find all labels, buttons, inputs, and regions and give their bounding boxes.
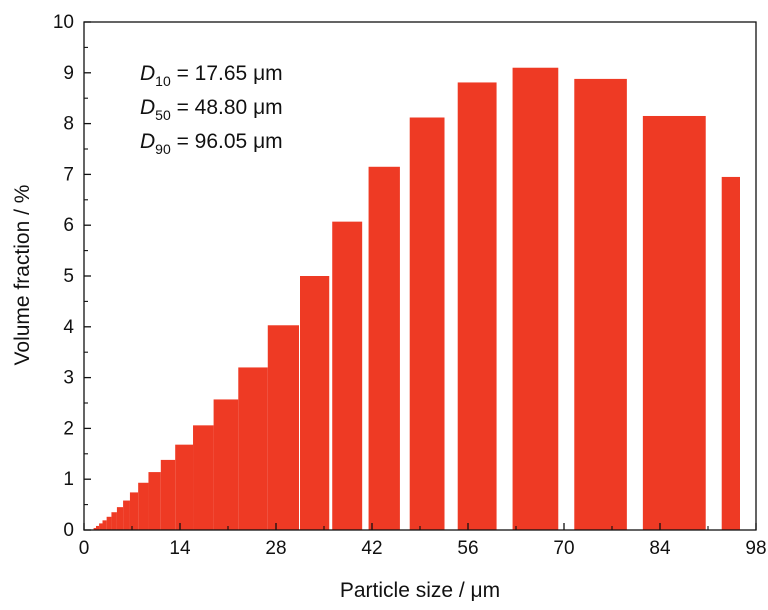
bar: [721, 176, 740, 530]
x-tick-label: 98: [745, 538, 766, 559]
bar: [332, 221, 363, 530]
y-tick-label: 10: [53, 12, 74, 33]
annotation-d50: D50 = 48.80 μm: [140, 96, 283, 123]
y-tick-label: 8: [63, 114, 74, 135]
annotation-d90: D90 = 96.05 μm: [140, 130, 283, 157]
bar: [102, 520, 107, 530]
y-tick-label: 6: [63, 215, 74, 236]
bar: [409, 117, 445, 530]
bar: [123, 500, 130, 530]
bar: [267, 325, 299, 530]
y-tick-label: 7: [63, 164, 74, 185]
bar: [574, 78, 627, 531]
x-tick-label: 42: [361, 538, 382, 559]
bar: [642, 115, 706, 530]
x-tick-label: 0: [79, 538, 90, 559]
bar: [148, 472, 161, 530]
bar: [111, 512, 117, 530]
bar: [116, 507, 124, 530]
x-axis-title: Particle size / μm: [340, 579, 500, 602]
y-tick-label: 9: [63, 63, 74, 84]
y-tick-label: 4: [63, 317, 74, 338]
bar: [193, 425, 214, 530]
y-tick-label: 1: [63, 469, 74, 490]
bar: [300, 276, 330, 530]
y-tick-label: 5: [63, 266, 74, 287]
x-tick-label: 56: [457, 538, 478, 559]
bar: [138, 482, 149, 530]
bar: [368, 166, 400, 530]
y-tick-label: 0: [63, 520, 74, 541]
bar: [512, 67, 559, 530]
x-tick-label: 28: [265, 538, 286, 559]
bar: [175, 444, 194, 530]
bar: [160, 459, 176, 530]
x-tick-label: 70: [553, 538, 574, 559]
y-axis-title: Volume fraction / %: [11, 185, 34, 366]
bar: [213, 399, 239, 530]
annotation-d10: D10 = 17.65 μm: [140, 62, 283, 89]
y-tick-label: 2: [63, 418, 74, 439]
x-tick-label: 14: [169, 538, 191, 559]
bar: [93, 527, 96, 530]
x-tick-label: 84: [649, 538, 671, 559]
bar: [129, 492, 139, 530]
y-tick-label: 3: [63, 368, 74, 389]
bar: [99, 523, 103, 530]
bar: [106, 516, 112, 530]
bars-group: [93, 67, 740, 531]
bar: [457, 82, 497, 530]
bar: [238, 367, 268, 530]
bar: [96, 525, 100, 530]
